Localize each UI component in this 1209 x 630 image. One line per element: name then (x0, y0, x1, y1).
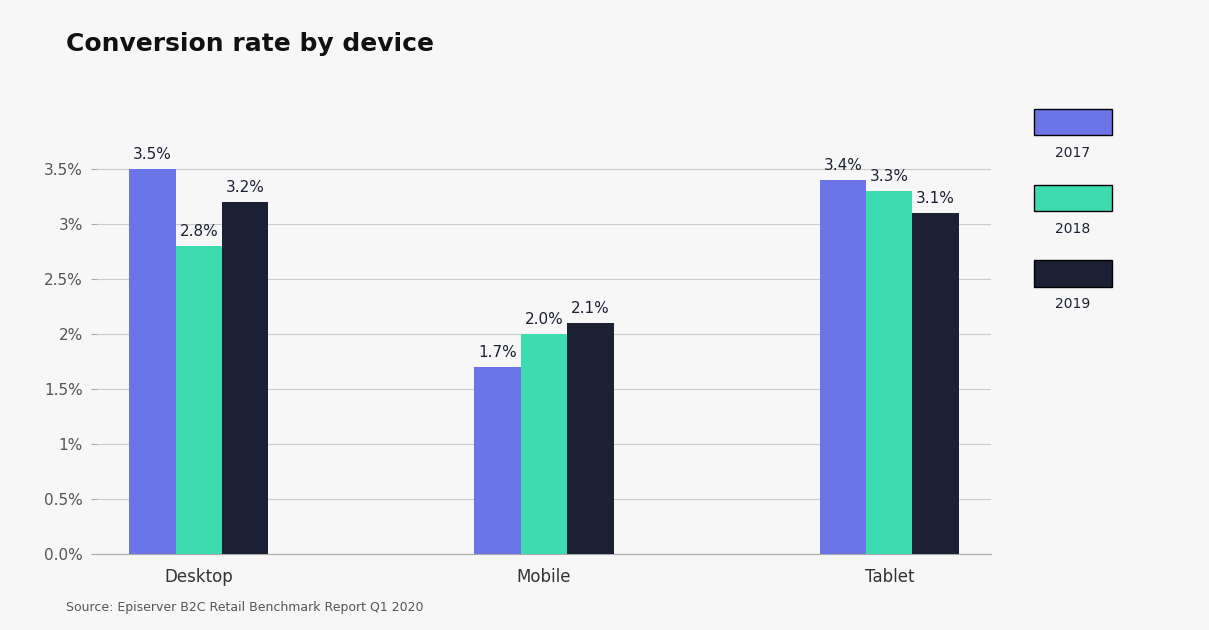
Text: 3.5%: 3.5% (133, 147, 172, 162)
Text: 2.8%: 2.8% (179, 224, 218, 239)
Text: 3.4%: 3.4% (823, 158, 862, 173)
Bar (820, 180, 866, 554)
Bar (866, 190, 913, 554)
Bar (567, 323, 614, 554)
Bar (129, 168, 175, 554)
Text: Conversion rate by device: Conversion rate by device (66, 32, 434, 55)
Bar (222, 202, 268, 554)
Text: 2.0%: 2.0% (525, 312, 563, 328)
Text: 2019: 2019 (1054, 297, 1091, 311)
Bar (175, 246, 222, 554)
Text: 3.1%: 3.1% (916, 191, 955, 206)
Text: 2018: 2018 (1054, 222, 1091, 236)
Bar (913, 213, 959, 554)
Text: 1.7%: 1.7% (479, 345, 517, 360)
Text: 2017: 2017 (1054, 146, 1091, 160)
Text: Source: Episerver B2C Retail Benchmark Report Q1 2020: Source: Episerver B2C Retail Benchmark R… (66, 601, 424, 614)
Text: 3.2%: 3.2% (226, 180, 265, 195)
Bar (521, 334, 567, 554)
Text: 3.3%: 3.3% (869, 169, 909, 184)
Text: 2.1%: 2.1% (571, 301, 609, 316)
Bar (474, 367, 521, 554)
